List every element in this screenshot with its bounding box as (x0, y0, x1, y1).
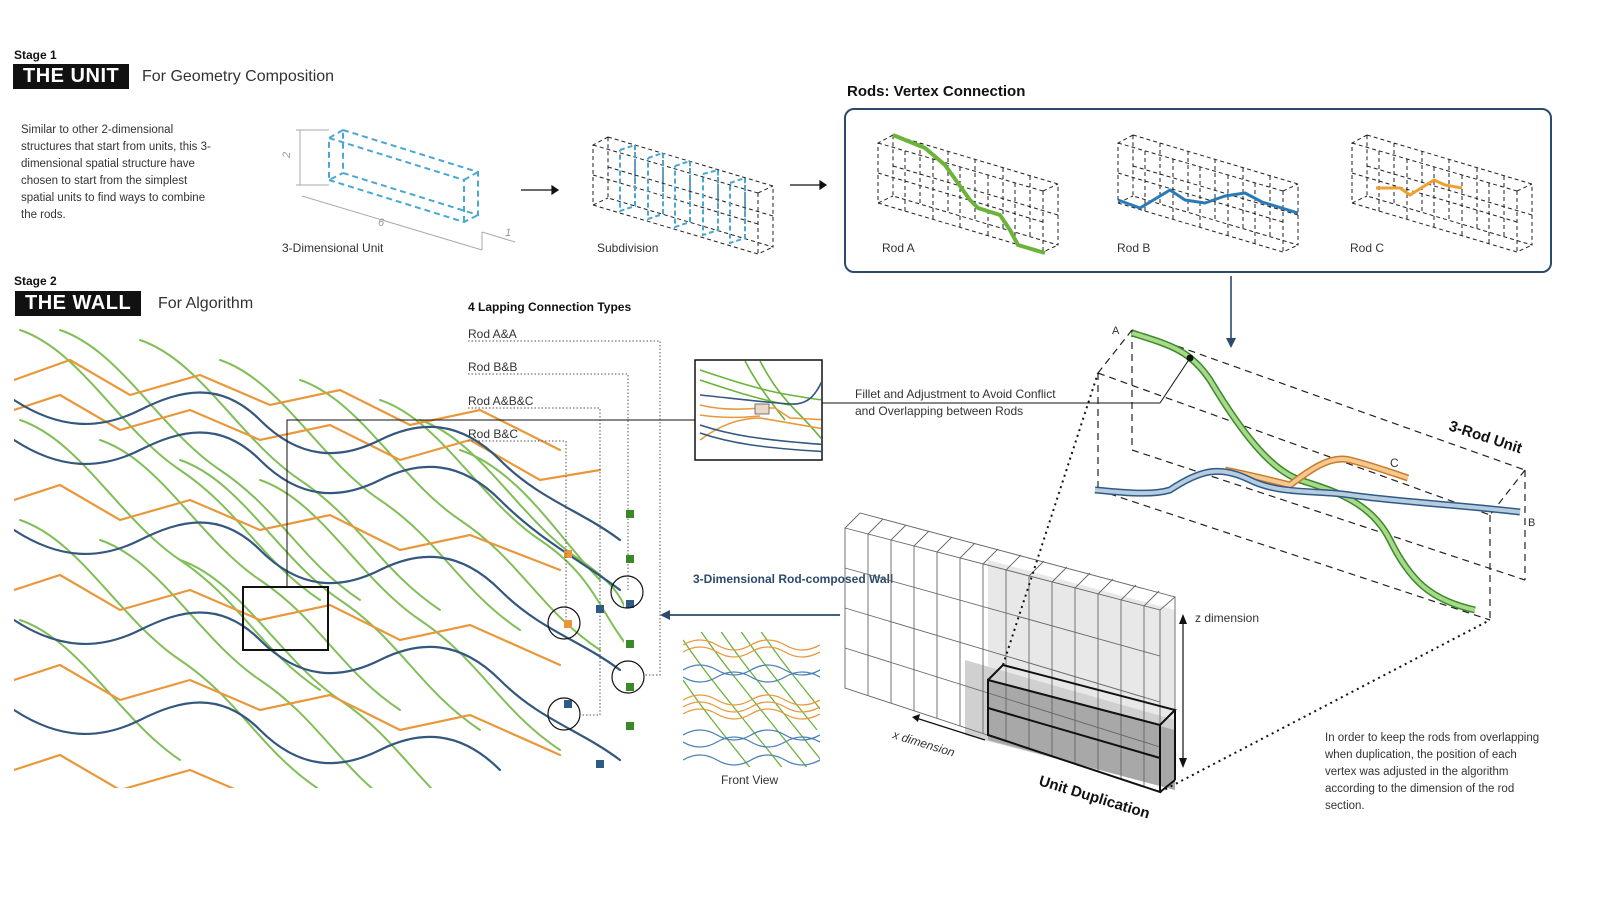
rod-b-caption: Rod B (1117, 241, 1151, 255)
unit-caption: 3-Dimensional Unit (282, 241, 384, 255)
x-dimension-label: x dimension (890, 727, 957, 759)
wall-title: THE WALL (15, 291, 142, 316)
lapping-type-abc: Rod A&B&C (468, 394, 534, 408)
z-dimension-label: z dimension (1195, 611, 1259, 625)
rod-c-caption: Rod C (1350, 241, 1385, 255)
lapping-title: 4 Lapping Connection Types (468, 300, 632, 314)
lapping-type-bb: Rod B&B (468, 360, 518, 374)
vertex-connection-title: Rods: Vertex Connection (847, 83, 1026, 100)
lapping-type-bc: Rod B&C (468, 427, 519, 441)
unit-box (328, 128, 479, 224)
lapping-type-aa: Rod A&A (468, 327, 517, 341)
lap-circle-3 (611, 660, 645, 694)
lap-circle-1 (610, 575, 644, 609)
rod-unit-label-a: A (1112, 325, 1120, 337)
unit-subtitle: For Geometry Composition (142, 68, 335, 85)
rod-b-path (1117, 188, 1299, 215)
rod-a-caption: Rod A (882, 241, 915, 255)
unit-description: Similar to other 2-dimensional structure… (21, 124, 211, 221)
fillet-note: Fillet and Adjustment to Avoid Conflict … (855, 387, 1056, 418)
lap-circle-2 (547, 606, 581, 640)
dim-height: 2 (281, 152, 293, 159)
wall-label: 3-Dimensional Rod-composed Wall (693, 572, 894, 586)
dim-depth: 1 (505, 227, 511, 239)
rod-c-path (1376, 178, 1463, 197)
stage-2-label: Stage 2 (14, 274, 57, 288)
wall-subtitle: For Algorithm (158, 295, 254, 312)
stage-1-label: Stage 1 (14, 48, 57, 62)
dim-length: 6 (378, 217, 385, 229)
rod-a-path (892, 133, 1046, 255)
duplication-note: In order to keep the rods from overlappi… (1325, 732, 1540, 812)
lap-circle-4 (547, 697, 581, 731)
subdivision-caption: Subdivision (597, 241, 659, 255)
wall-detail-frame (242, 586, 329, 651)
rod-unit-label-c: C (1390, 456, 1399, 470)
front-view-caption: Front View (721, 773, 779, 787)
unit-title: THE UNIT (13, 64, 130, 89)
unit-duplication-title: Unit Duplication (1037, 773, 1152, 823)
rod-unit-label-b: B (1528, 517, 1535, 529)
vertex-connection-panel (844, 108, 1552, 273)
